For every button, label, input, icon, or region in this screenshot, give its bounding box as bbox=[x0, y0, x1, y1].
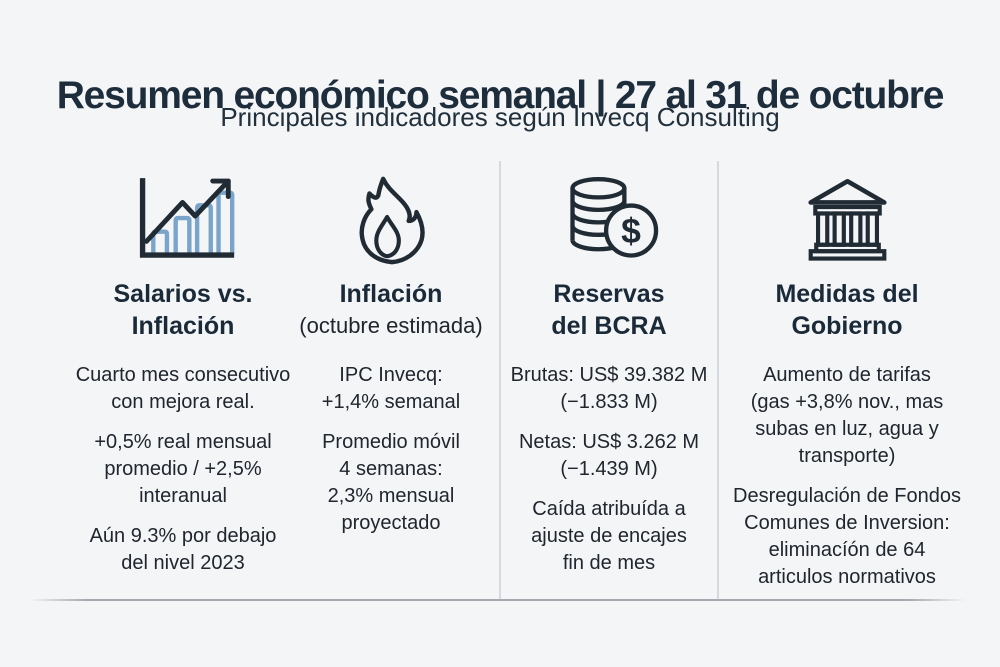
column-paragraph: Promedio móvil 4 semanas: 2,3% mensual p… bbox=[322, 431, 460, 534]
column-medidas-del-gobierno: Medidas del Gobierno Aumento de tarifas … bbox=[723, 160, 971, 591]
column-heading: Salarios vs. Inflación bbox=[113, 280, 253, 340]
flame-icon bbox=[350, 160, 432, 278]
page-subtitle: Principales indicadores según Invecq Con… bbox=[220, 102, 780, 132]
coins-dollar-icon: $ bbox=[556, 160, 662, 278]
column-paragraph: Netas: US$ 3.262 M (−1.439 M) bbox=[518, 431, 700, 480]
column-heading-box: Inflación (octubre estimada) bbox=[299, 278, 482, 362]
column-heading-box: Salarios vs. Inflación bbox=[114, 278, 253, 362]
column-paragraph: Aún 9.3% por debajo del nivel 2023 bbox=[89, 525, 277, 574]
column-paragraph: Desregulación de Fondos Comunes de Inver… bbox=[733, 485, 961, 588]
column-reservas-del-bcra: $ Reservas del BCRA Brutas: US$ 39.382 M… bbox=[503, 160, 715, 577]
column-paragraph: IPC Invecq: +1,4% semanal bbox=[321, 364, 461, 413]
column-paragraph: Aumento de tarifas (gas +3,8% nov., mas … bbox=[750, 364, 944, 467]
column-paragraph: Brutas: US$ 39.382 M (−1.833 M) bbox=[510, 364, 708, 413]
column-subheading: (octubre estimada) bbox=[299, 313, 483, 338]
column-paragraph: Caída atribuída a ajuste de encajes fin … bbox=[531, 498, 687, 574]
column-heading: Reservas del BCRA bbox=[551, 280, 667, 340]
column-paragraph: +0,5% real mensual promedio / +2,5% inte… bbox=[94, 431, 272, 507]
bar-chart-trending-up-icon bbox=[127, 160, 239, 278]
column-paragraph: Cuarto mes consecutivo con mejora real. bbox=[75, 364, 291, 413]
page-title: Resumen económico semanal | 27 al 31 de … bbox=[56, 74, 945, 118]
vertical-divider bbox=[717, 161, 719, 599]
column-heading-box: Reservas del BCRA bbox=[551, 278, 666, 362]
column-inflacion: Inflación (octubre estimada) IPC Invecq:… bbox=[294, 160, 488, 537]
dollar-sign-glyph: $ bbox=[621, 211, 641, 251]
column-heading: Inflación bbox=[339, 280, 443, 308]
bottom-divider bbox=[30, 599, 965, 601]
column-heading: Medidas del Gobierno bbox=[775, 280, 919, 340]
column-salarios-vs-inflacion: Salarios vs. Inflación Cuarto mes consec… bbox=[58, 160, 308, 577]
vertical-divider bbox=[499, 161, 501, 599]
bank-building-icon bbox=[800, 160, 895, 278]
column-heading-box: Medidas del Gobierno bbox=[775, 278, 918, 362]
